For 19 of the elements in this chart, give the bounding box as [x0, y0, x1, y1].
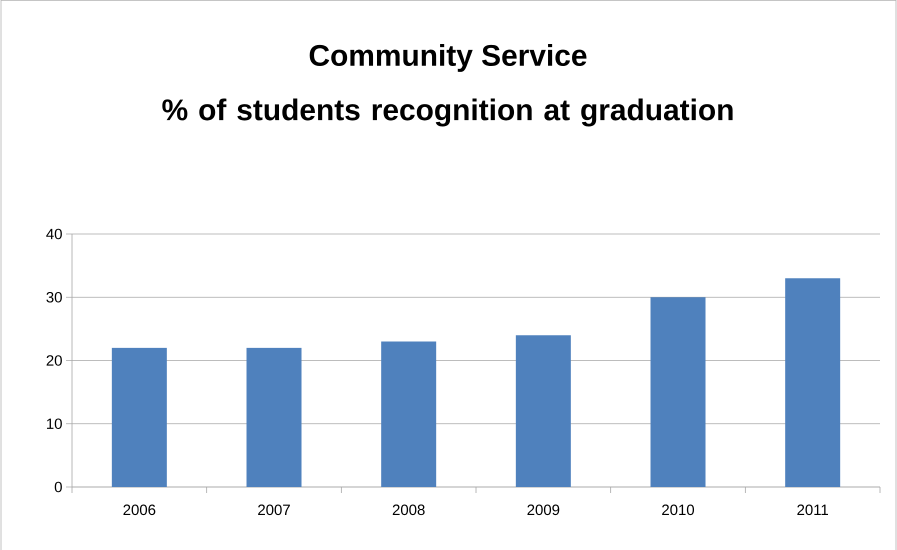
bar	[650, 297, 706, 487]
x-tick-label: 2011	[797, 504, 828, 516]
y-tick-label: 0	[54, 482, 62, 492]
x-tick-label: 2008	[392, 504, 425, 516]
y-tick-label: 10	[47, 418, 62, 430]
bar	[112, 348, 167, 487]
y-tick-label: 30	[46, 292, 62, 303]
x-tick-label: 2007	[258, 504, 290, 516]
y-tick-label: 20	[46, 355, 62, 366]
x-tick-label: 2006	[123, 504, 156, 516]
bar	[246, 348, 302, 487]
y-tick-label: 40	[46, 228, 62, 240]
x-tick-label: 2009	[527, 504, 560, 516]
bar	[516, 335, 571, 487]
chart-subtitle: % of students recognition at graduation	[162, 98, 733, 126]
x-tick-label: 2010	[662, 504, 694, 516]
chart-title: Community Service	[310, 44, 586, 72]
bar	[785, 278, 840, 487]
bar	[381, 342, 436, 487]
